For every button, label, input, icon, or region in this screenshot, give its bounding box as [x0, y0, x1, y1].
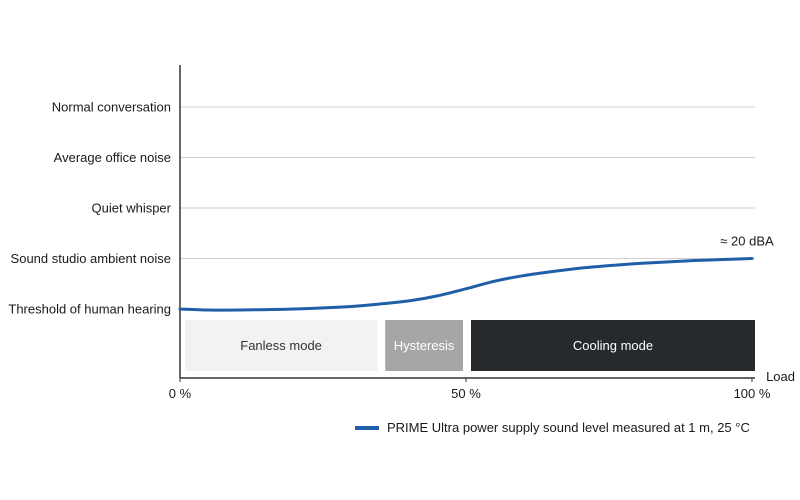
- y-axis-labels: Threshold of human hearing Sound studio a…: [8, 100, 171, 317]
- zone-rect: [385, 320, 463, 371]
- legend-swatch: [355, 425, 379, 430]
- y-tick-label: Threshold of human hearing: [8, 302, 171, 317]
- y-tick-label: Sound studio ambient noise: [11, 251, 171, 266]
- x-tick-label: 0 %: [169, 386, 192, 401]
- zone-label: Fanless mode: [240, 338, 322, 353]
- zone-label: Cooling mode: [573, 338, 653, 353]
- y-tick-label: Average office noise: [54, 150, 171, 165]
- legend-label: PRIME Ultra power supply sound level mea…: [387, 420, 750, 435]
- x-axis-label: Load: [766, 369, 795, 384]
- series-line: [178, 257, 754, 312]
- x-tick-label: 50 %: [451, 386, 481, 401]
- zone-rect: [185, 320, 378, 371]
- x-tick-label: 100 %: [734, 386, 771, 401]
- y-tick-label: Normal conversation: [52, 100, 171, 115]
- zone-rect: [471, 320, 755, 371]
- y-tick-label: Quiet whisper: [92, 201, 172, 216]
- annotation-dba: ≈ 20 dBA: [720, 234, 774, 249]
- grid-lines: [180, 106, 755, 259]
- x-axis-ticks: 0 % 50 % 100 %: [169, 378, 771, 401]
- legend: PRIME Ultra power supply sound level mea…: [355, 420, 750, 435]
- zone-label: Hysteresis: [394, 338, 455, 353]
- mode-zones: Fanless mode Hysteresis Cooling mode: [185, 320, 755, 371]
